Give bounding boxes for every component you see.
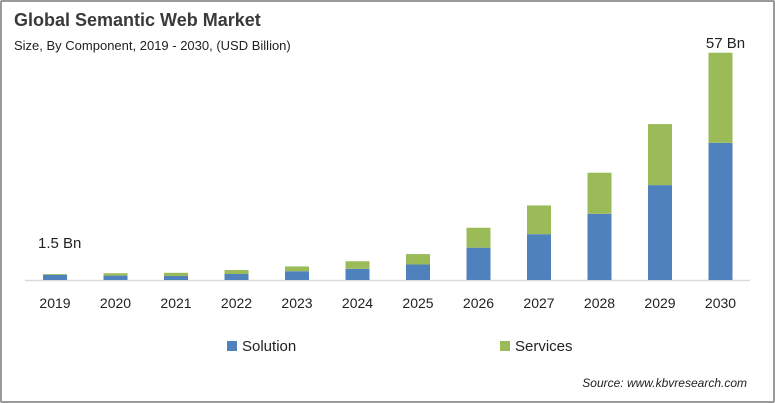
chart-title: Global Semantic Web Market bbox=[14, 10, 261, 30]
bar-services-2024 bbox=[345, 261, 370, 269]
bar-services-2023 bbox=[285, 266, 309, 272]
bar-solution-2022 bbox=[224, 274, 249, 280]
bar-services-2019 bbox=[43, 274, 67, 275]
legend-swatch-services bbox=[500, 341, 510, 351]
bar-solution-2024 bbox=[345, 268, 370, 280]
bar-services-2027 bbox=[527, 205, 551, 235]
legend-swatch-solution bbox=[227, 341, 237, 351]
x-tick-label-2024: 2024 bbox=[342, 295, 373, 311]
bar-solution-2025 bbox=[406, 264, 430, 280]
x-tick-label-2029: 2029 bbox=[644, 295, 675, 311]
bar-solution-2028 bbox=[587, 213, 612, 280]
bar-services-2026 bbox=[466, 227, 491, 248]
bar-services-2029 bbox=[648, 124, 672, 186]
bar-solution-2027 bbox=[527, 234, 551, 280]
bar-solution-2030 bbox=[708, 142, 733, 280]
x-tick-label-2026: 2026 bbox=[463, 295, 494, 311]
data-label-2019: 1.5 Bn bbox=[38, 235, 81, 252]
x-tick-label-2022: 2022 bbox=[221, 295, 252, 311]
x-tick-label-2021: 2021 bbox=[160, 295, 191, 311]
bar-solution-2023 bbox=[285, 271, 309, 280]
bar-services-2025 bbox=[406, 254, 430, 265]
x-tick-label-2020: 2020 bbox=[100, 295, 131, 311]
data-label-2030: 57 Bn bbox=[706, 35, 745, 52]
x-tick-label-2027: 2027 bbox=[523, 295, 554, 311]
bar-services-2021 bbox=[164, 272, 188, 277]
chart-subtitle: Size, By Component, 2019 - 2030, (USD Bi… bbox=[14, 38, 291, 53]
bar-services-2030 bbox=[708, 52, 733, 143]
x-tick-label-2023: 2023 bbox=[281, 295, 312, 311]
x-tick-label-2028: 2028 bbox=[584, 295, 615, 311]
bar-solution-2019 bbox=[43, 274, 67, 280]
bar-services-2020 bbox=[103, 273, 128, 276]
x-tick-label-2030: 2030 bbox=[705, 295, 736, 311]
bar-solution-2020 bbox=[103, 275, 128, 280]
x-tick-label-2019: 2019 bbox=[39, 295, 70, 311]
bar-services-2022 bbox=[224, 270, 249, 275]
source-note: Source: www.kbvresearch.com bbox=[582, 376, 747, 390]
bar-solution-2029 bbox=[648, 185, 672, 280]
legend-label-services: Services bbox=[515, 338, 573, 355]
bar-services-2028 bbox=[587, 172, 612, 214]
legend-label-solution: Solution bbox=[242, 338, 296, 355]
bar-solution-2021 bbox=[164, 276, 188, 280]
x-tick-label-2025: 2025 bbox=[402, 295, 433, 311]
bar-solution-2026 bbox=[466, 247, 491, 280]
